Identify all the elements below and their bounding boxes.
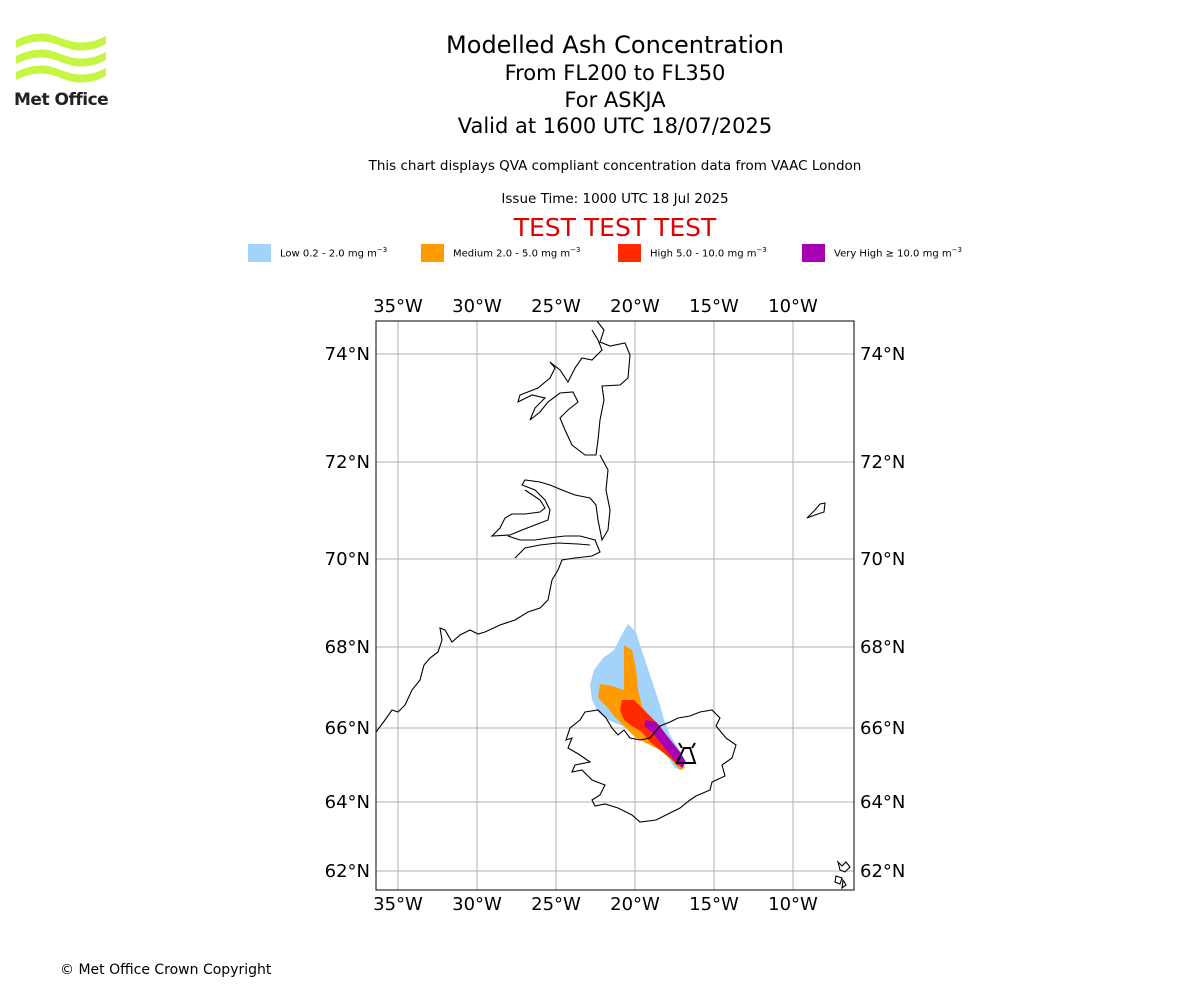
lon-tick-top: 30°W [452,296,502,317]
lat-tick-left: 74°N [325,344,370,365]
lat-tick-right: 70°N [860,549,905,570]
legend-label-low: Low 0.2 - 2.0 mg m−3 [280,246,388,260]
coastlines [376,321,851,890]
lon-tick-bottom: 20°W [610,894,660,915]
lon-tick-bottom: 25°W [531,894,581,915]
askja-volcano-marker [675,742,697,764]
map-content [376,321,854,890]
chart-title: Modelled Ash Concentration [446,31,784,59]
iceland-coast [565,709,737,823]
lon-tick-bottom: 30°W [452,894,502,915]
legend-item-high: High 5.0 - 10.0 mg m−3 [618,244,767,262]
copyright-notice: © Met Office Crown Copyright [60,962,272,978]
lat-tick-right: 62°N [860,861,905,882]
logo-text: Met Office [14,90,109,110]
legend-item-low: Low 0.2 - 2.0 mg m−3 [248,244,387,262]
legend-item-medium: Medium 2.0 - 5.0 mg m−3 [421,244,580,262]
flight-level-range: From FL200 to FL350 [504,61,726,85]
lat-tick-left: 72°N [325,452,370,473]
legend: Low 0.2 - 2.0 mg m−3 Medium 2.0 - 5.0 mg… [0,244,1200,264]
faroe-islands-coast [834,860,851,890]
test-banner: TEST TEST TEST [513,213,717,242]
legend-item-very-high: Very High ≥ 10.0 mg m−3 [802,244,962,262]
title-block: Modelled Ash Concentration From FL200 to… [315,30,915,140]
met-office-waves-icon [16,33,106,83]
valid-time: Valid at 1600 UTC 18/07/2025 [457,114,773,138]
lat-tick-right: 64°N [860,792,905,813]
lon-tick-bottom: 10°W [768,894,818,915]
map-background [376,321,854,890]
lat-tick-left: 62°N [325,861,370,882]
legend-swatch-high [618,244,641,262]
legend-swatch-very-high [802,244,825,262]
graticule [376,321,854,890]
lon-tick-top: 15°W [689,296,739,317]
met-office-logo: Met Office [14,30,109,112]
jan-mayen-coast [806,502,826,519]
issue-time: Issue Time: 1000 UTC 18 Jul 2025 [501,191,729,207]
lat-tick-left: 66°N [325,718,370,739]
lon-tick-bottom: 35°W [373,894,423,915]
lat-tick-right: 66°N [860,718,905,739]
greenland-coast [376,321,631,733]
compliance-note: This chart displays QVA compliant concen… [368,158,862,174]
legend-swatch-medium [421,244,444,262]
legend-swatch-low [248,244,271,262]
legend-label-high: High 5.0 - 10.0 mg m−3 [650,246,767,260]
greenland-fjord [514,542,591,559]
lat-tick-left: 64°N [325,792,370,813]
lon-tick-top: 20°W [610,296,660,317]
lon-tick-top: 10°W [768,296,818,317]
lon-tick-top: 35°W [373,296,423,317]
volcano-name: For ASKJA [564,87,666,112]
lat-tick-left: 70°N [325,549,370,570]
tick-labels: 35°W 30°W 25°W 20°W 15°W 10°W 35°W 30°W … [325,296,906,915]
legend-label-medium: Medium 2.0 - 5.0 mg m−3 [453,246,581,260]
lon-tick-bottom: 15°W [689,894,739,915]
lon-tick-top: 25°W [531,296,581,317]
lat-tick-right: 68°N [860,637,905,658]
legend-label-very-high: Very High ≥ 10.0 mg m−3 [834,246,962,260]
map-frame [375,320,855,891]
lat-tick-left: 68°N [325,637,370,658]
lat-tick-right: 72°N [860,452,905,473]
lat-tick-right: 74°N [860,344,905,365]
